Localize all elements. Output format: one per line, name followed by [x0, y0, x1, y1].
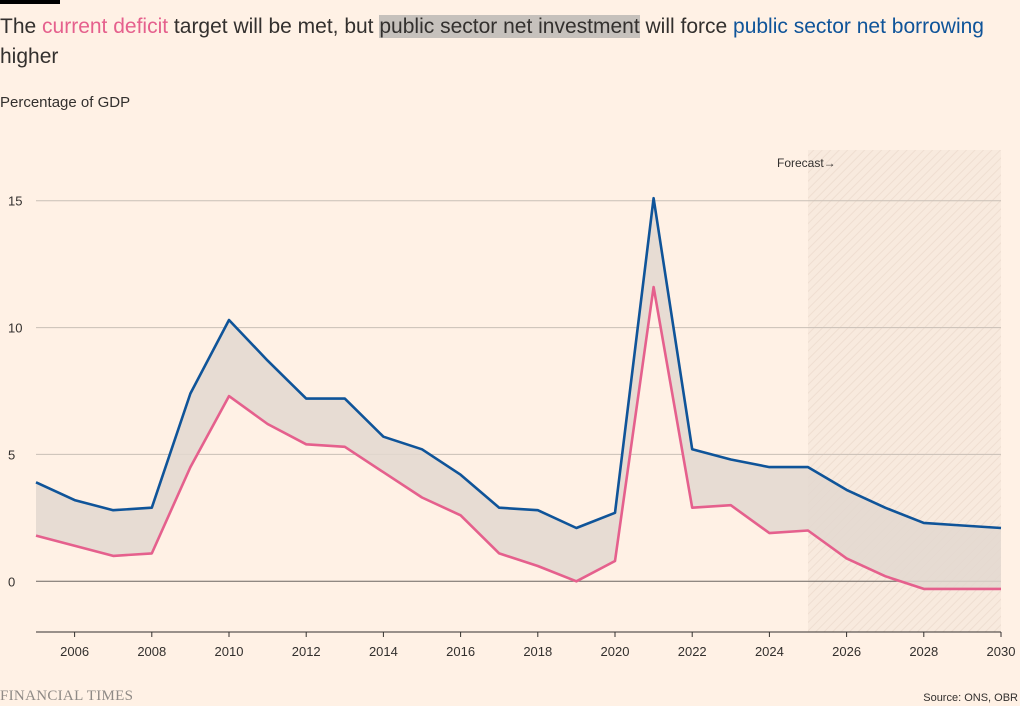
headline-text-1: The	[0, 15, 43, 38]
headline-text-4: higher	[0, 45, 59, 68]
x-tick-label: 2026	[832, 644, 861, 659]
chart-headline: The current deficit target will be met, …	[0, 12, 1015, 72]
x-tick-label: 2028	[909, 644, 938, 659]
x-tick-label: 2018	[523, 644, 552, 659]
y-tick-label: 15	[8, 194, 22, 209]
headline-psnb: public sector net borrowing	[733, 15, 984, 38]
x-tick-label: 2006	[60, 644, 89, 659]
x-tick-label: 2020	[601, 644, 630, 659]
x-tick-label: 2022	[678, 644, 707, 659]
headline-text-3: will force	[639, 15, 734, 38]
headline-psni: public sector net investment	[379, 15, 640, 38]
line-chart: 0 5 10 15 2006 2008 2010 2012 2014 2016 2018 2020 20…	[8, 150, 1016, 659]
forecast-label: Forecast→	[777, 156, 836, 170]
x-tick-label: 2012	[292, 644, 321, 659]
psni-band	[36, 198, 1001, 589]
x-tick-label: 2014	[369, 644, 398, 659]
y-tick-label: 10	[8, 321, 22, 336]
y-axis-unit-label: Percentage of GDP	[0, 94, 131, 111]
x-tick-label: 2024	[755, 644, 784, 659]
series-line-current-deficit	[35, 285, 1001, 591]
x-tick-label: 2016	[446, 644, 475, 659]
series-line-borrowing	[35, 196, 1002, 530]
y-tick-label: 0	[8, 574, 15, 589]
headline-current-deficit: current deficit	[42, 15, 169, 38]
headline-text-2: target will be met, but	[168, 15, 380, 38]
ft-top-bar	[0, 0, 60, 4]
x-tick-label: 2010	[215, 644, 244, 659]
source-note: Source: ONS, OBR	[923, 692, 1018, 704]
ft-logo: FINANCIAL TIMES	[0, 688, 134, 704]
x-tick-label: 2008	[137, 644, 166, 659]
x-tick-label: 2030	[987, 644, 1016, 659]
y-tick-label: 5	[8, 447, 15, 462]
